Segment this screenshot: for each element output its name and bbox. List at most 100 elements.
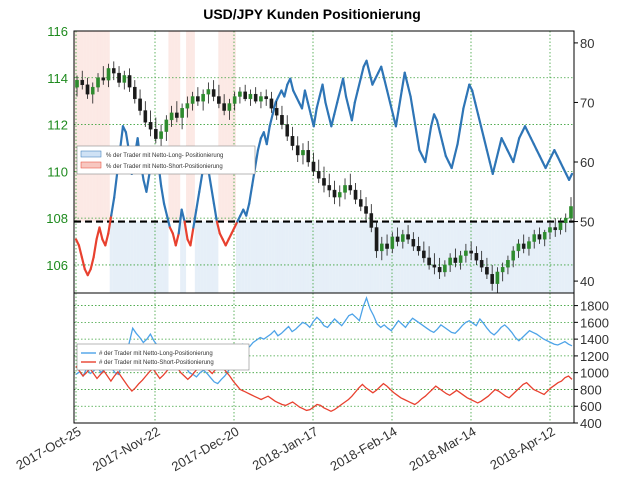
long-band-bar	[312, 221, 316, 293]
percent-long-segment	[465, 83, 471, 98]
percent-long-segment	[180, 208, 186, 223]
percent-long-segment	[303, 89, 309, 104]
long-band-bar	[288, 221, 292, 293]
percent-long-segment	[336, 89, 342, 104]
long-band-bar	[203, 221, 207, 293]
long-band-bar	[570, 221, 574, 293]
percent-long-segment	[365, 59, 371, 74]
candle-body	[569, 206, 573, 219]
long-band-bar	[385, 221, 389, 293]
candle-body	[259, 96, 263, 102]
percent-long-segment	[227, 232, 233, 241]
candle-body	[248, 93, 253, 100]
short-band-bar	[224, 31, 228, 222]
long-band-bar	[194, 221, 198, 293]
candle-body	[558, 222, 563, 231]
short-band-bar	[83, 31, 87, 222]
long-band-bar	[321, 221, 325, 293]
candle-body	[537, 234, 542, 240]
long-band-bar	[453, 221, 457, 293]
percent-long-segment	[532, 143, 538, 152]
candle-body	[111, 68, 116, 74]
percent-tick-label: 80	[580, 36, 594, 51]
percent-long-segment	[162, 202, 169, 217]
long-band-bar	[409, 221, 413, 293]
long-band-bar	[558, 221, 562, 293]
candle-body	[348, 185, 353, 191]
candle-body	[180, 107, 184, 118]
percent-long-segment	[559, 160, 565, 170]
long-band-bar	[382, 221, 386, 293]
long-band-bar	[517, 221, 521, 293]
long-band-bar	[491, 221, 495, 293]
price-axis-ticks: 106 108 110 112 114 116	[46, 24, 68, 273]
percent-long-segment	[491, 160, 497, 176]
long-band-bar	[338, 221, 342, 293]
percent-long-segment	[174, 232, 180, 247]
percent-long-segment	[450, 154, 456, 170]
candle-body	[274, 107, 279, 116]
candle-body	[385, 243, 389, 249]
candle-body	[532, 234, 537, 242]
candle-body	[90, 86, 95, 95]
candle-body	[411, 238, 416, 247]
percent-long-segment	[441, 143, 447, 158]
candle-body	[133, 86, 137, 100]
percent-long-segment	[295, 95, 301, 104]
long-band-bar	[500, 221, 504, 293]
candle-body	[159, 131, 163, 139]
candle-body	[295, 145, 300, 156]
long-band-bar	[379, 221, 383, 293]
long-band-bar	[309, 221, 313, 293]
percent-long-segment	[86, 268, 92, 277]
percent-long-segment	[292, 89, 298, 98]
percent-long-segment	[400, 71, 406, 92]
long-band-bar	[370, 221, 374, 293]
percent-long-segment	[74, 238, 81, 247]
percent-long-segment	[268, 113, 274, 128]
percent-long-segment	[350, 101, 356, 122]
candle-body	[374, 227, 379, 252]
long-band-bar	[494, 221, 498, 293]
short-band-bar	[230, 31, 234, 222]
long-band-bar	[197, 221, 201, 293]
long-band-bar	[247, 221, 251, 293]
percent-long-segment	[183, 220, 189, 241]
percent-long-segment	[515, 137, 521, 152]
percent-axis-ticks: 40 50 60 70 80	[574, 36, 594, 289]
date-tick-label: 2018-Feb-14	[328, 424, 400, 474]
long-band-bar	[332, 221, 336, 293]
candle-body	[343, 185, 347, 193]
long-band-bar	[183, 221, 187, 293]
long-band-bar	[365, 221, 369, 293]
long-band-bar	[502, 221, 506, 293]
percent-long-segment	[306, 101, 312, 116]
long-band-bar	[544, 221, 548, 293]
long-band-bar	[215, 221, 219, 293]
percent-long-segment	[245, 202, 251, 217]
candle-body	[127, 75, 132, 88]
long-band-bar	[142, 221, 146, 293]
percent-long-segment	[198, 172, 204, 193]
percent-tick-label: 40	[580, 274, 594, 289]
date-tick-label: 2018-Jan-17	[250, 424, 321, 473]
long-band-bar	[412, 221, 416, 293]
percent-long-segment	[110, 196, 116, 217]
candle-body	[358, 199, 363, 207]
candle-body	[311, 161, 316, 172]
long-band-bar	[271, 221, 275, 293]
candle-body	[227, 103, 232, 111]
percent-long-segment	[526, 131, 533, 140]
percent-long-segment	[474, 101, 480, 116]
percent-long-segment	[209, 184, 216, 205]
long-band-bar	[488, 221, 492, 293]
short-legend-swatch	[80, 161, 102, 169]
percent-long-segment	[471, 89, 477, 104]
candle-body	[96, 77, 100, 88]
candle-body	[337, 192, 342, 198]
long-band-bar	[552, 221, 556, 293]
percent-long-segment	[168, 226, 174, 235]
percent-tick-label: 60	[580, 155, 594, 170]
candle-body	[327, 185, 332, 191]
